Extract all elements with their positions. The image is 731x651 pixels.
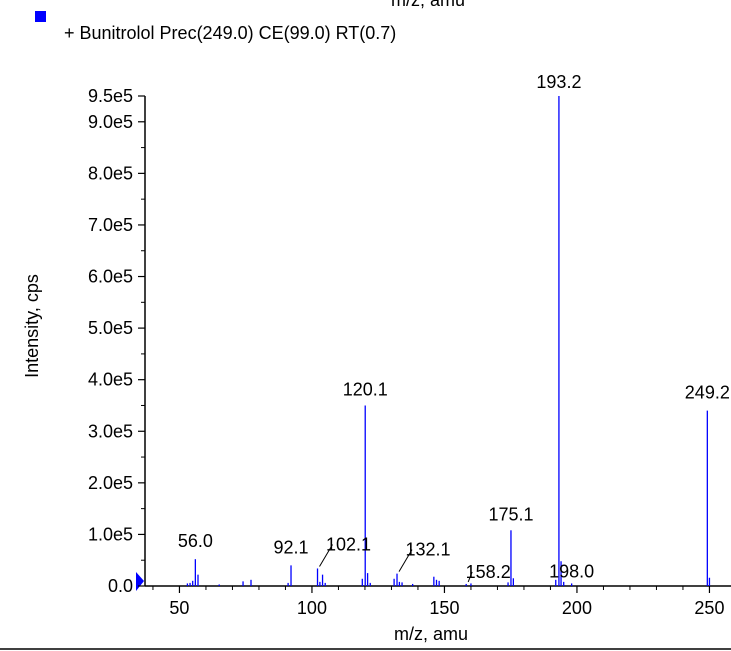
x-tick-label: 50 <box>169 598 189 618</box>
peak-group <box>186 96 711 586</box>
legend-marker <box>35 11 46 22</box>
x-tick-label: 250 <box>694 598 724 618</box>
y-tick-label: 4.0e5 <box>88 370 133 390</box>
y-tick-label: 7.0e5 <box>88 215 133 235</box>
x-axis-title: m/z, amu <box>394 624 468 644</box>
y-tick-label: 3.0e5 <box>88 421 133 441</box>
peak-annotation-label: 132.1 <box>405 540 450 560</box>
annotation-leader <box>398 549 413 572</box>
peak-annotation-label: 249.2 <box>685 383 730 403</box>
y-tick-label: 9.0e5 <box>88 112 133 132</box>
x-tick-label: 150 <box>429 598 459 618</box>
peak-annotation-label: 198.0 <box>549 561 594 581</box>
y-axis-title: Intensity, cps <box>22 274 42 378</box>
peak-annotation-label: 92.1 <box>273 537 308 557</box>
peak-annotation-label: 120.1 <box>343 379 388 399</box>
y-tick-label: 9.5e5 <box>88 86 133 106</box>
x-tick-label: 200 <box>562 598 592 618</box>
y-tick-label: 0.0 <box>108 576 133 596</box>
y-tick-label: 1.0e5 <box>88 524 133 544</box>
peak-annotation-label: 56.0 <box>178 531 213 551</box>
peak-annotation-label: 158.2 <box>466 562 511 582</box>
y-ticks: 0.0 1.0e5 2.0e5 3.0e5 4.0e5 5.0e5 6.0e5 7.0e5 8.… <box>88 86 145 596</box>
peak-annotation-label: 193.2 <box>536 72 581 92</box>
annotation-leader <box>467 571 473 583</box>
y-tick-label: 8.0e5 <box>88 163 133 183</box>
peak-annotation-label: 175.1 <box>488 504 533 524</box>
baseline-marker-icon <box>136 572 144 591</box>
y-tick-label: 5.0e5 <box>88 318 133 338</box>
y-tick-label: 2.0e5 <box>88 473 133 493</box>
annotation-leader <box>319 544 333 567</box>
peak-annotations: 56.0 92.1 102.1 120.1 132.1 158.2 175.1 193.2 19… <box>178 72 730 583</box>
cropped-top-axis-label: m/z, amu <box>391 0 465 10</box>
y-tick-label: 6.0e5 <box>88 267 133 287</box>
x-tick-label: 100 <box>297 598 327 618</box>
x-ticks: 50 100 150 200 250 <box>152 586 724 618</box>
peak-annotation-label: 102.1 <box>326 534 371 554</box>
legend-text: + Bunitrolol Prec(249.0) CE(99.0) RT(0.7… <box>64 23 396 43</box>
